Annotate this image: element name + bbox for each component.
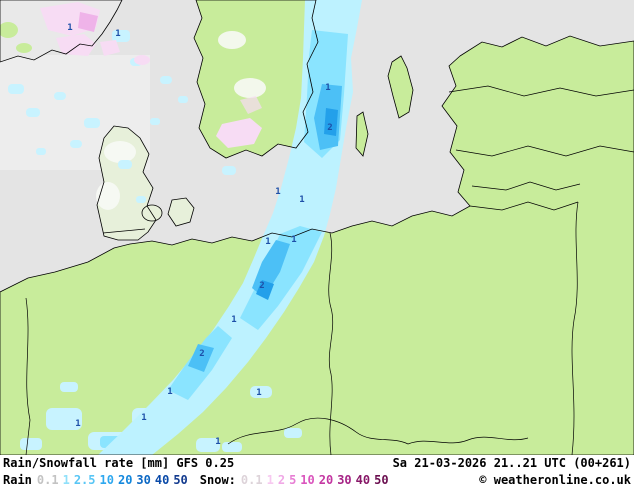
snow-scale-value-10: 10 bbox=[300, 473, 315, 487]
snow-legend-label: Snow: bbox=[199, 473, 236, 487]
copyright: © weatheronline.co.uk bbox=[479, 473, 631, 487]
snow-patches bbox=[40, 2, 262, 148]
map-graphic bbox=[0, 0, 634, 455]
rain-band bbox=[98, 0, 362, 455]
rain-scale: 0.1 1 2.5 10 20 30 40 50 bbox=[37, 472, 192, 489]
snow-scale-value-50: 50 bbox=[374, 473, 389, 487]
rain-scale-value-40: 40 bbox=[154, 473, 170, 487]
rain-legend-label: Rain bbox=[3, 473, 32, 487]
rain-scale-value-30: 30 bbox=[136, 473, 151, 487]
rain-scale-value-1: 1 bbox=[62, 473, 70, 487]
legend-row: Rain 0.1 1 2.5 10 20 30 40 50 Snow: 0.1 1 2 5 10 20 3… bbox=[0, 472, 634, 489]
map-title: Rain/Snowfall rate [mm] GFS 0.25 bbox=[3, 456, 235, 470]
caption-bar: Rain/Snowfall rate [mm] GFS 0.25 Sa 21-0… bbox=[0, 455, 634, 490]
snow-scale-value-2: 2 bbox=[277, 473, 286, 487]
snow-scale-value-40: 40 bbox=[355, 473, 371, 487]
snow-scale-value-20: 20 bbox=[318, 473, 334, 487]
coastlines-and-borders bbox=[0, 0, 634, 455]
rain-scale-value-0.1: 0.1 bbox=[36, 473, 59, 487]
snow-scale-value-1: 1 bbox=[266, 473, 274, 487]
rain-scale-value-50: 50 bbox=[173, 473, 188, 487]
rain-scale-value-10: 10 bbox=[99, 473, 114, 487]
snow-scale-value-30: 30 bbox=[337, 473, 352, 487]
snow-scale: 0.1 1 2 5 10 20 30 40 50 bbox=[241, 472, 393, 489]
rain-scale-value-2.5: 2.5 bbox=[73, 473, 96, 487]
landmasses bbox=[0, 0, 634, 455]
snow-scale-value-0.1: 0.1 bbox=[240, 473, 263, 487]
rain-scale-value-20: 20 bbox=[117, 473, 133, 487]
title-row: Rain/Snowfall rate [mm] GFS 0.25 Sa 21-0… bbox=[0, 455, 634, 472]
timestamp: Sa 21-03-2026 21..21 UTC (00+261) bbox=[392, 456, 631, 470]
snow-scale-value-5: 5 bbox=[289, 473, 297, 487]
legend: Rain 0.1 1 2.5 10 20 30 40 50 Snow: 0.1 1 2 5 10 20 3… bbox=[3, 472, 393, 489]
